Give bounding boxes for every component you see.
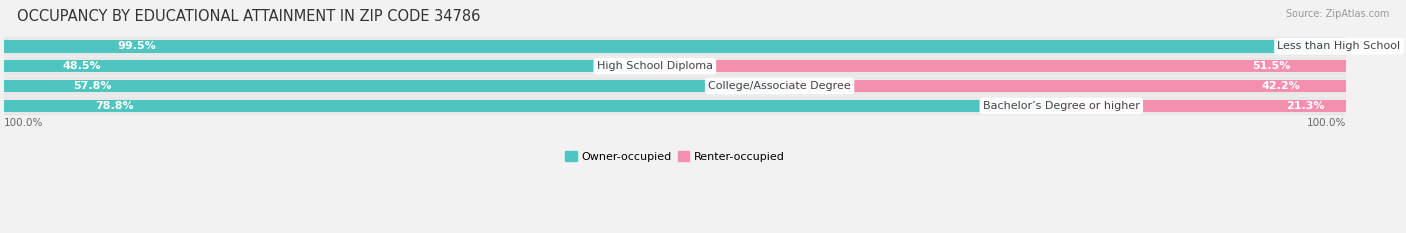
FancyBboxPatch shape: [4, 57, 1346, 76]
Bar: [1062, 100, 1347, 112]
Text: 0.55%: 0.55%: [1308, 41, 1346, 51]
Text: 100.0%: 100.0%: [1306, 118, 1346, 128]
Text: 48.5%: 48.5%: [63, 61, 101, 71]
Text: 21.3%: 21.3%: [1285, 101, 1324, 111]
Text: 100.0%: 100.0%: [4, 118, 44, 128]
Text: Source: ZipAtlas.com: Source: ZipAtlas.com: [1285, 9, 1389, 19]
Text: Less than High School: Less than High School: [1278, 41, 1400, 51]
Bar: [655, 60, 1346, 72]
Text: Bachelor’s Degree or higher: Bachelor’s Degree or higher: [983, 101, 1140, 111]
FancyBboxPatch shape: [4, 37, 1346, 56]
Text: High School Diploma: High School Diploma: [596, 61, 713, 71]
Text: 51.5%: 51.5%: [1253, 61, 1291, 71]
Bar: [4, 40, 1339, 52]
Bar: [4, 100, 1062, 112]
FancyBboxPatch shape: [4, 96, 1346, 115]
Text: 42.2%: 42.2%: [1261, 81, 1301, 91]
Text: College/Associate Degree: College/Associate Degree: [709, 81, 851, 91]
Bar: [4, 60, 655, 72]
Text: 78.8%: 78.8%: [96, 101, 134, 111]
Legend: Owner-occupied, Renter-occupied: Owner-occupied, Renter-occupied: [561, 147, 789, 166]
Bar: [779, 80, 1346, 92]
Bar: [1339, 40, 1347, 52]
Text: 99.5%: 99.5%: [118, 41, 156, 51]
FancyBboxPatch shape: [4, 76, 1346, 96]
Text: 57.8%: 57.8%: [73, 81, 111, 91]
Text: OCCUPANCY BY EDUCATIONAL ATTAINMENT IN ZIP CODE 34786: OCCUPANCY BY EDUCATIONAL ATTAINMENT IN Z…: [17, 9, 481, 24]
Bar: [4, 80, 779, 92]
